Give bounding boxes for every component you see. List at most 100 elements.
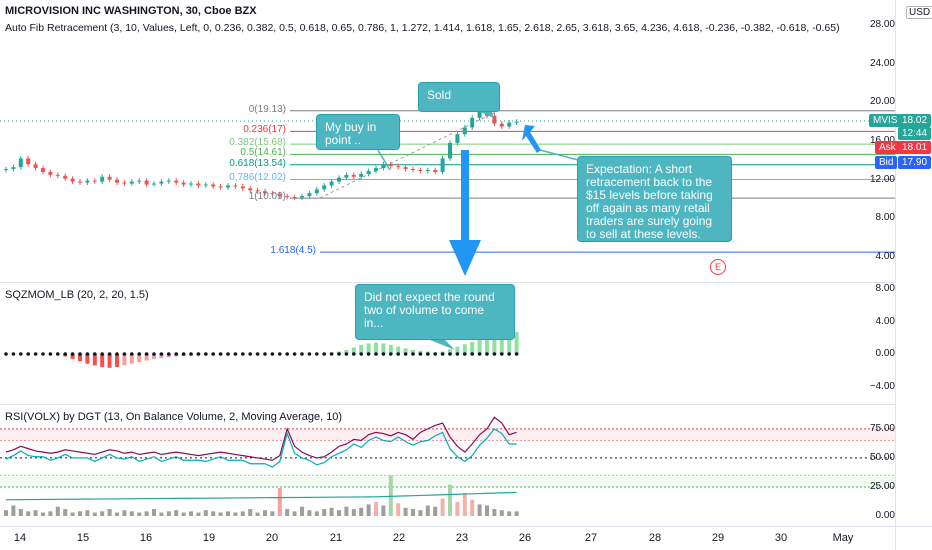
candle-body xyxy=(514,121,519,123)
volume-bar xyxy=(507,511,512,516)
sqzmom-bar xyxy=(507,332,512,354)
sqzmom-squeeze-dot xyxy=(115,352,119,356)
time-axis-label: 19 xyxy=(202,532,216,544)
fib-level-label: 0(19.13) xyxy=(248,103,286,115)
note-sold[interactable]: Sold xyxy=(418,82,500,112)
sqzmom-squeeze-dot xyxy=(226,352,230,356)
candle-body xyxy=(359,173,364,177)
candle-body xyxy=(33,164,38,169)
candle-body xyxy=(226,185,230,188)
candle-body xyxy=(477,112,482,118)
rsi-signal-line xyxy=(5,428,517,468)
note-volume[interactable]: Did not expect the round two of volume t… xyxy=(355,284,515,340)
sqzmom-squeeze-dot xyxy=(278,352,282,356)
symbol-title[interactable]: MICROVISION INC WASHINGTON, 30, Cboe BZX xyxy=(5,5,257,17)
price-axis-label: 20.00 xyxy=(869,96,895,108)
time-axis-label: 21 xyxy=(329,532,343,544)
fib-level-label: 0.236(17) xyxy=(243,124,286,136)
volume-bar xyxy=(499,510,504,516)
note-expectation[interactable]: Expectation: A short retracement back to… xyxy=(577,156,732,242)
volume-bar xyxy=(433,506,438,516)
volume-bar xyxy=(70,512,75,516)
candle-body xyxy=(115,179,119,183)
bid-price-tag: 17.90 xyxy=(898,156,932,169)
volume-bar xyxy=(366,504,371,516)
sqzmom-squeeze-dot xyxy=(56,352,60,356)
sqzmom-squeeze-dot xyxy=(248,352,252,356)
pane-separator[interactable] xyxy=(0,404,895,405)
sqzmom-squeeze-dot xyxy=(78,352,82,356)
sqzmom-squeeze-dot xyxy=(315,352,319,356)
candle-body xyxy=(152,183,156,185)
candle-body xyxy=(70,178,75,182)
candle-body xyxy=(100,176,105,182)
candle-body xyxy=(166,180,171,182)
volume-bar xyxy=(425,505,430,516)
note-buy-in-point[interactable]: My buy in point .. xyxy=(316,114,400,150)
ask-price-tag: 18.01 xyxy=(898,141,932,154)
volume-bar xyxy=(322,509,327,516)
currency-label[interactable]: USD xyxy=(906,6,932,19)
volume-bar xyxy=(440,498,445,516)
volume-bar xyxy=(381,505,386,516)
sqzmom-bar xyxy=(92,354,97,366)
time-axis-label: 20 xyxy=(265,532,279,544)
sqzmom-bar xyxy=(492,334,497,354)
time-axis-label: 15 xyxy=(76,532,90,544)
sqzmom-squeeze-dot xyxy=(359,352,364,356)
candle-body xyxy=(174,180,179,183)
volume-bar xyxy=(129,511,134,516)
sqzmom-bar xyxy=(470,341,475,354)
ask-label: Ask xyxy=(879,142,896,153)
time-axis-label: 23 xyxy=(455,532,469,544)
ask-value: 18.01 xyxy=(902,142,928,153)
sqzmom-bar xyxy=(366,343,371,354)
sqzmom-bar xyxy=(381,343,386,354)
sqzmom-squeeze-dot xyxy=(426,352,430,356)
volume-bar xyxy=(359,507,364,516)
sqzmom-squeeze-dot xyxy=(11,352,16,356)
volume-bar xyxy=(270,511,275,516)
sqzmom-legend[interactable]: SQZMOM_LB (20, 2, 20, 1.5) xyxy=(5,289,149,301)
price-axis-label: 24.00 xyxy=(869,57,895,69)
volume-bar xyxy=(78,511,82,516)
candle-body xyxy=(462,127,467,135)
candle-body xyxy=(159,181,164,184)
price-axis-border xyxy=(895,0,896,550)
sqzmom-squeeze-dot xyxy=(196,352,201,356)
sqzmom-squeeze-dot xyxy=(285,352,290,356)
volume-bar xyxy=(240,511,245,516)
sqzmom-squeeze-dot xyxy=(344,352,349,356)
annotation-arrows xyxy=(377,112,579,350)
volume-bar xyxy=(174,510,179,516)
rsi-oversold-band xyxy=(0,475,895,487)
time-axis-label: 30 xyxy=(774,532,788,544)
volume-bar xyxy=(351,509,356,516)
candle-body xyxy=(92,180,97,182)
candle-body xyxy=(218,186,223,188)
volume-bar xyxy=(85,510,90,516)
sqzmom-squeeze-dot xyxy=(500,352,504,356)
rsi-axis-label: 75.00 xyxy=(869,422,895,434)
candle-body xyxy=(314,189,319,194)
rsi-legend[interactable]: RSI(VOLX) by DGT (13, On Balance Volume,… xyxy=(5,411,343,423)
sqzmom-bar xyxy=(396,346,401,354)
earnings-marker[interactable]: E xyxy=(710,259,726,275)
fib-level-label: 0.786(12.02) xyxy=(229,172,286,184)
candle-body xyxy=(48,171,53,175)
volume-bar xyxy=(411,509,415,516)
time-axis-label: 27 xyxy=(584,532,598,544)
candle-body xyxy=(270,193,275,195)
sqzmom-bar xyxy=(122,354,127,366)
fib-indicator-legend[interactable]: Auto Fib Retracement (3, 10, Values, Lef… xyxy=(5,22,840,34)
sqzmom-squeeze-dot xyxy=(159,352,164,356)
pane-separator[interactable] xyxy=(0,282,895,283)
volume-bar xyxy=(4,510,8,516)
symbol-price-tag: MVIS xyxy=(869,114,902,127)
sqzmom-bar xyxy=(462,344,467,354)
volume-bar xyxy=(285,509,290,516)
sqzmom-squeeze-dot xyxy=(33,352,38,356)
sqzmom-bar xyxy=(70,354,75,359)
candle-body xyxy=(403,167,408,170)
